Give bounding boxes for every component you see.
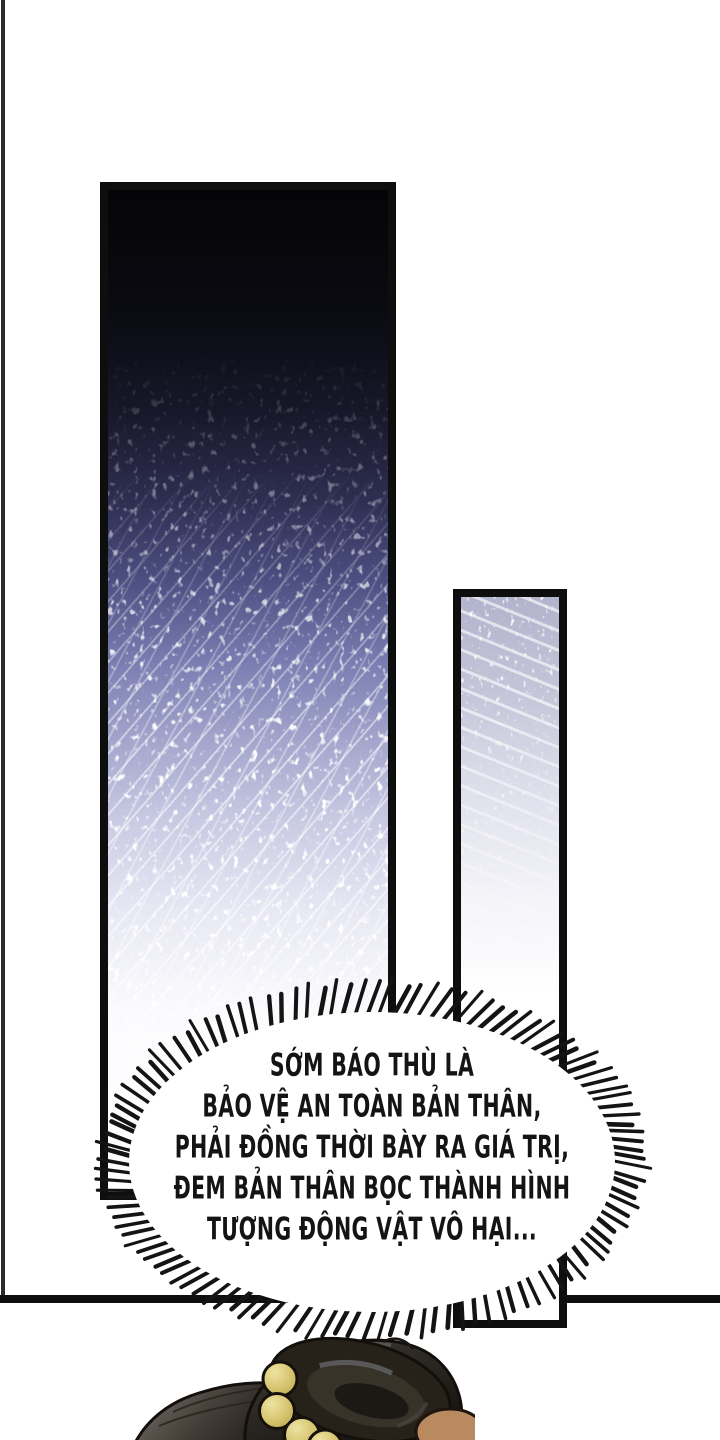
speech-bubble: SỚM BÁO THÙ LÀ BẢO VỆ AN TOÀN BẢN THÂN, … bbox=[129, 1012, 615, 1312]
page-left-border-line bbox=[1, 0, 5, 1303]
bead-string bbox=[258, 1360, 343, 1440]
hair-bun bbox=[268, 1336, 452, 1440]
bubble-text-line: PHẢI ĐỒNG THỜI BÀY RA GIÁ TRỊ, bbox=[174, 1129, 570, 1166]
bubble-text-line: ĐEM BẢN THÂN BỌC THÀNH HÌNH bbox=[173, 1170, 571, 1207]
loose-hair-strand bbox=[382, 1337, 415, 1350]
character-head-illustration bbox=[134, 1336, 475, 1440]
bubble-text-line: BẢO VỆ AN TOÀN BẢN THÂN, bbox=[202, 1088, 542, 1125]
speech-bubble-text: SỚM BÁO THÙ LÀ BẢO VỆ AN TOÀN BẢN THÂN, … bbox=[121, 1046, 623, 1251]
bubble-text-line: SỚM BÁO THÙ LÀ bbox=[269, 1047, 475, 1084]
bubble-text-line: TƯỢNG ĐỘNG VẬT VÔ HẠI... bbox=[206, 1211, 538, 1248]
skin-patch bbox=[414, 1407, 475, 1440]
